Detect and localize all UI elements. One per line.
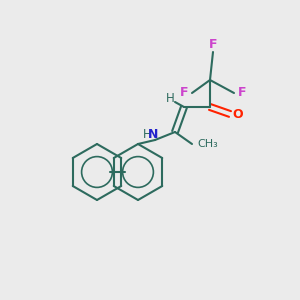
Text: H: H <box>142 128 152 142</box>
Text: F: F <box>180 86 188 100</box>
Text: F: F <box>209 38 217 52</box>
Text: F: F <box>238 86 246 100</box>
Text: H: H <box>166 92 174 106</box>
Text: N: N <box>148 128 158 142</box>
Text: CH₃: CH₃ <box>197 139 218 149</box>
Text: O: O <box>233 107 243 121</box>
